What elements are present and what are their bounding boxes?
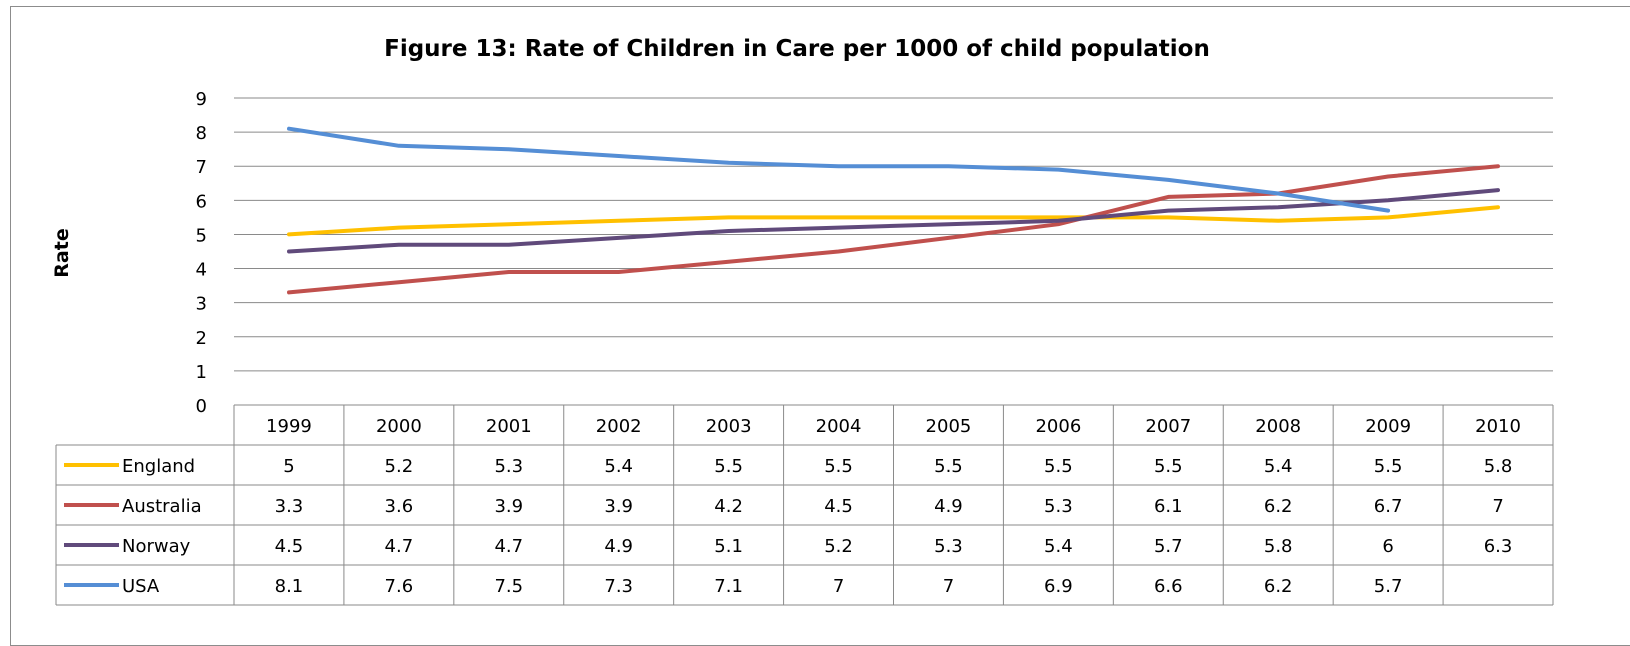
series-line-norway: [287, 188, 1500, 254]
table-cell: 4.5: [275, 536, 304, 557]
x-tick-label: 2001: [486, 416, 532, 437]
x-tick-label: 1999: [266, 416, 312, 437]
table-cell: 5.8: [1484, 456, 1513, 477]
legend-label: England: [122, 456, 195, 477]
series-line-england: [287, 205, 1500, 237]
table-cell: 6.3: [1484, 536, 1513, 557]
table-cell: 5.5: [1154, 456, 1183, 477]
y-tick-label: 5: [196, 225, 207, 246]
y-tick-label: 2: [196, 328, 207, 349]
legend-label: USA: [122, 576, 160, 597]
table-cell: 3.9: [494, 496, 523, 517]
table-cell: 5.8: [1264, 536, 1293, 557]
series-line-australia: [287, 164, 1500, 295]
x-tick-label: 2005: [926, 416, 972, 437]
y-tick-label: 8: [196, 123, 207, 144]
x-tick-label: 2007: [1145, 416, 1191, 437]
table-cell: 8.1: [275, 576, 304, 597]
table-cell: 5.5: [714, 456, 743, 477]
table-cell: 7.3: [604, 576, 633, 597]
legend-label: Norway: [122, 536, 191, 557]
chart-frame: [10, 6, 1630, 646]
series-line-usa: [287, 126, 1391, 213]
table-cell: 7: [943, 576, 954, 597]
x-tick-label: 2006: [1035, 416, 1081, 437]
table-cell: 5.3: [1044, 496, 1073, 517]
table-cell: 7.5: [494, 576, 523, 597]
table-cell: 5.2: [824, 536, 853, 557]
x-tick-label: 2004: [816, 416, 862, 437]
table-cell: 6: [1382, 536, 1393, 557]
table-cell: 5.4: [1044, 536, 1073, 557]
table-cell: 7.6: [385, 576, 414, 597]
table-cell: 5.2: [385, 456, 414, 477]
x-tick-label: 2000: [376, 416, 422, 437]
table-cell: 5: [283, 456, 294, 477]
y-tick-label: 0: [196, 396, 207, 417]
series-lines: [287, 126, 1500, 295]
table-cell: 6.7: [1374, 496, 1403, 517]
table-cell: 5.5: [934, 456, 963, 477]
y-axis-ticks: 0 1 2 3 4 5 6 7 8 9: [196, 89, 207, 417]
x-tick-label: 2002: [596, 416, 642, 437]
table-cell: 5.7: [1374, 576, 1403, 597]
legend-label: Australia: [122, 496, 202, 517]
y-tick-label: 7: [196, 157, 207, 178]
table-cell: 4.9: [604, 536, 633, 557]
y-tick-label: 1: [196, 362, 207, 383]
table-cell: 3.9: [604, 496, 633, 517]
x-tick-label: 2003: [706, 416, 752, 437]
table-cell: 7: [833, 576, 844, 597]
y-axis-label: Rate: [51, 228, 73, 277]
table-cell: 6.2: [1264, 576, 1293, 597]
gridlines: [234, 97, 1553, 372]
table-cell: 6.6: [1154, 576, 1183, 597]
y-tick-label: 6: [196, 191, 207, 212]
table-cell: 3.3: [275, 496, 304, 517]
table-cell: 6.9: [1044, 576, 1073, 597]
table-cell: 7.1: [714, 576, 743, 597]
x-tick-label: 2008: [1255, 416, 1301, 437]
y-tick-label: 3: [196, 294, 207, 315]
table-cell: 5.7: [1154, 536, 1183, 557]
chart-title: Figure 13: Rate of Children in Care per …: [384, 36, 1210, 62]
table-cell: 4.5: [824, 496, 853, 517]
table-cell: 4.7: [385, 536, 414, 557]
table-cell: 6.1: [1154, 496, 1183, 517]
table-cell: 3.6: [385, 496, 414, 517]
table-cell: 4.7: [494, 536, 523, 557]
table-cell: 5.4: [1264, 456, 1293, 477]
table-cell: 4.2: [714, 496, 743, 517]
table-cell: 7: [1492, 496, 1503, 517]
data-table: 1999 2000 2001 2002 2003 2004 2005 2006 2007 2008…: [55, 404, 1554, 606]
table-cell: 5.5: [1044, 456, 1073, 477]
x-tick-label: 2010: [1475, 416, 1521, 437]
table-cell: 4.9: [934, 496, 963, 517]
table-cell: 5.5: [824, 456, 853, 477]
table-cell: 5.3: [494, 456, 523, 477]
table-cell: 5.5: [1374, 456, 1403, 477]
y-tick-label: 4: [196, 260, 207, 281]
x-tick-label: 2009: [1365, 416, 1411, 437]
table-cell: 5.3: [934, 536, 963, 557]
table-cell: 5.1: [714, 536, 743, 557]
y-tick-label: 9: [196, 89, 207, 110]
table-cell: 5.4: [604, 456, 633, 477]
table-cell: 6.2: [1264, 496, 1293, 517]
